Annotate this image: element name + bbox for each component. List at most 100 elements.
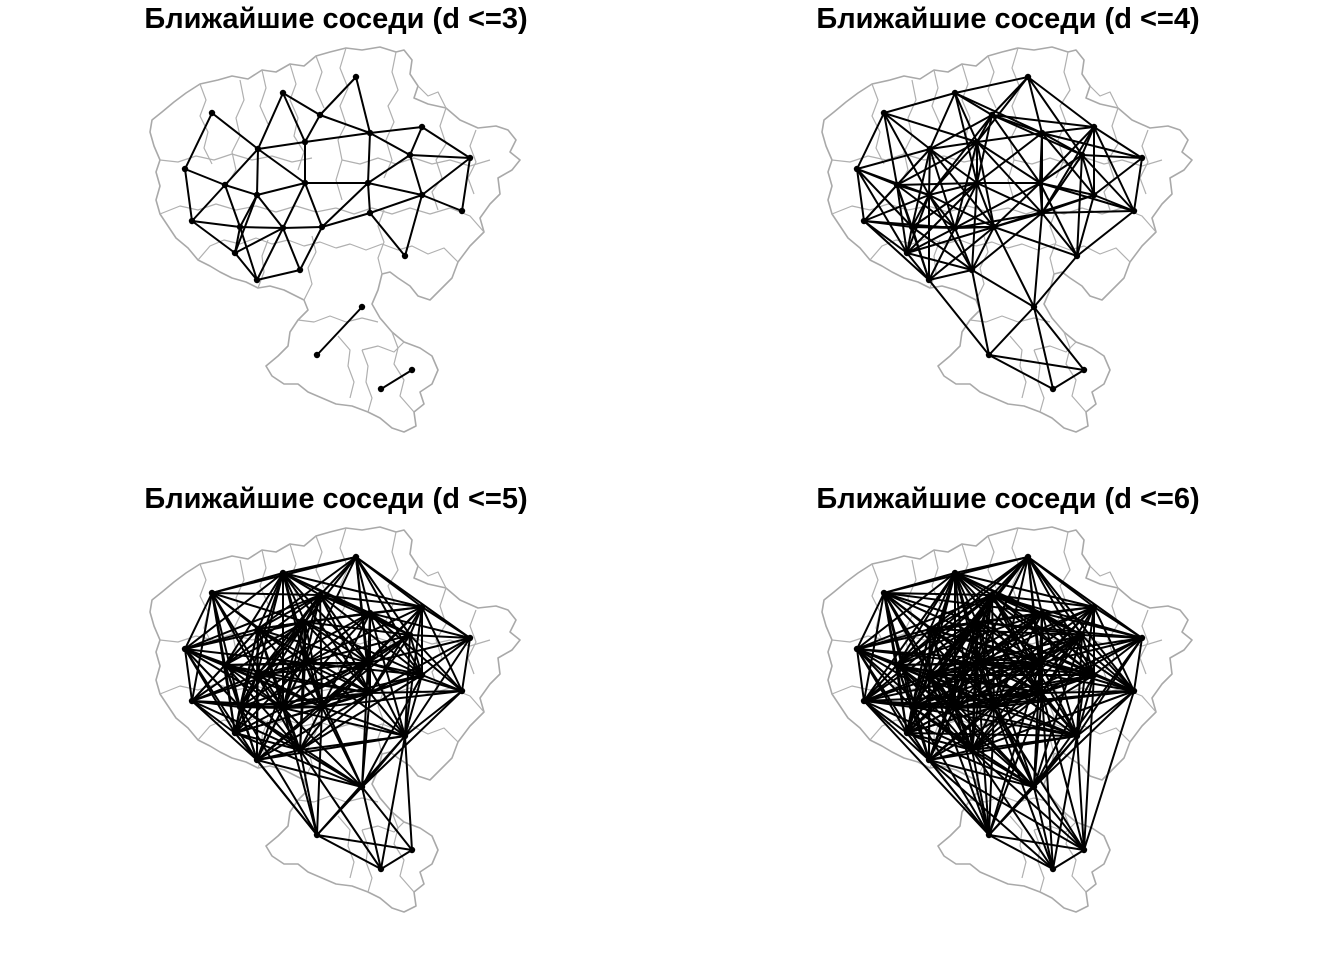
neighbour-edge [906, 732, 1078, 737]
region-centroid [208, 589, 216, 597]
neighbour-edge [906, 182, 978, 254]
region-centroid [951, 89, 959, 97]
neighbour-edge [856, 572, 956, 650]
neighbour-edge [1133, 157, 1143, 212]
neighbour-edge [976, 621, 1078, 737]
neighbour-edge [883, 112, 978, 143]
neighbour-edge [404, 690, 463, 737]
neighbour-edge [461, 637, 471, 692]
neighbour-edge [304, 182, 323, 228]
neighbour-edge [299, 749, 318, 836]
region-centroid [466, 634, 474, 642]
district-boundary [1089, 85, 1119, 109]
district-boundary [871, 83, 885, 165]
neighbour-edge [928, 194, 973, 271]
neighbour-edge [184, 168, 226, 186]
neighbour-edge [257, 141, 306, 150]
neighbour-edge [976, 621, 1135, 692]
neighbour-edge [316, 834, 413, 851]
panel-title-d3: Ближайшие соседи (d <=3) [144, 3, 527, 35]
neighbour-edge [282, 692, 371, 709]
neighbour-edge [421, 194, 463, 212]
neighbour-edge [1076, 194, 1095, 257]
neighbour-edge [234, 621, 306, 734]
neighbour-edge [224, 594, 321, 666]
region-centroid [1090, 603, 1098, 611]
neighbour-edge [1052, 369, 1085, 390]
neighbour-edge [906, 707, 956, 734]
neighbour-edge [954, 141, 978, 229]
neighbour-edge [863, 662, 978, 702]
district-boundary [391, 811, 415, 893]
neighbour-edge [1076, 154, 1083, 257]
neighbour-edge [256, 269, 301, 281]
neighbour-edge [321, 706, 406, 737]
region-centroid [1038, 209, 1046, 217]
neighbour-edge [856, 112, 885, 170]
neighbour-edges-d6 [856, 556, 1143, 870]
region-centroid [925, 756, 933, 764]
region-centroid [279, 704, 287, 712]
district-boundary [987, 55, 997, 109]
neighbour-edge [906, 706, 913, 734]
neighbour-edge [863, 700, 990, 836]
panel-d6: Ближайшие соседи (d <=6) [816, 483, 1200, 913]
neighbour-edge [421, 157, 471, 196]
neighbour-edge [971, 690, 1135, 751]
boundary-map-d3 [149, 46, 521, 433]
neighbour-edge [971, 692, 1043, 751]
neighbour-edge [361, 690, 463, 788]
neighbour-edge [304, 662, 406, 737]
neighbour-edge [954, 572, 1095, 608]
region-centroid [1090, 671, 1098, 679]
neighbour-edge [369, 606, 423, 694]
neighbour-edge [367, 154, 411, 184]
neighbour-edge [954, 182, 1041, 229]
neighbour-edge [1041, 154, 1083, 214]
neighbour-edge [409, 634, 471, 639]
neighbour-edge [911, 226, 973, 271]
neighbour-edge [355, 556, 371, 614]
neighbour-edges-d4 [856, 76, 1143, 390]
neighbour-edge [421, 674, 463, 692]
district-boundary [361, 341, 405, 353]
neighbour-edge [988, 834, 1054, 870]
neighbour-edge [896, 664, 1035, 788]
neighbour-edge [299, 621, 306, 751]
district-boundary [197, 237, 337, 261]
district-boundary [897, 79, 917, 187]
district-boundary [259, 69, 269, 125]
region-centroid [313, 351, 321, 359]
district-boundary [931, 549, 941, 605]
district-boundary [303, 235, 317, 301]
region-centroid [253, 191, 261, 199]
neighbour-edge [1039, 182, 1043, 214]
panel-title-d4: Ближайшие соседи (d <=4) [816, 3, 1199, 35]
neighbour-edge [316, 306, 363, 356]
region-centroid [860, 697, 868, 705]
neighbour-edges-d3 [184, 76, 471, 390]
region-centroid [181, 645, 189, 653]
neighbour-edge [234, 692, 371, 734]
region-centroid [973, 618, 981, 626]
region-centroid [301, 138, 309, 146]
region-centroid [1038, 129, 1046, 137]
region-centroid [352, 553, 360, 561]
neighbour-edge [928, 194, 995, 228]
neighbour-edge [863, 700, 930, 761]
neighbour-edge [883, 112, 930, 196]
neighbour-edge [191, 621, 306, 702]
neighbour-edge [304, 621, 369, 664]
panel-d5: Ближайшие соседи (d <=5) [144, 483, 528, 913]
neighbour-edge [1081, 154, 1143, 159]
region-centroid [1080, 366, 1088, 374]
neighbour-edge [234, 194, 258, 254]
region-centroid [1038, 689, 1046, 697]
region-centroid [968, 746, 976, 754]
district-boundary [289, 63, 305, 171]
region-centroid [466, 154, 474, 162]
neighbour-edge [988, 692, 1043, 836]
neighbour-edge [971, 226, 995, 271]
neighbour-edge [321, 690, 463, 708]
region-centroid [1024, 73, 1032, 81]
